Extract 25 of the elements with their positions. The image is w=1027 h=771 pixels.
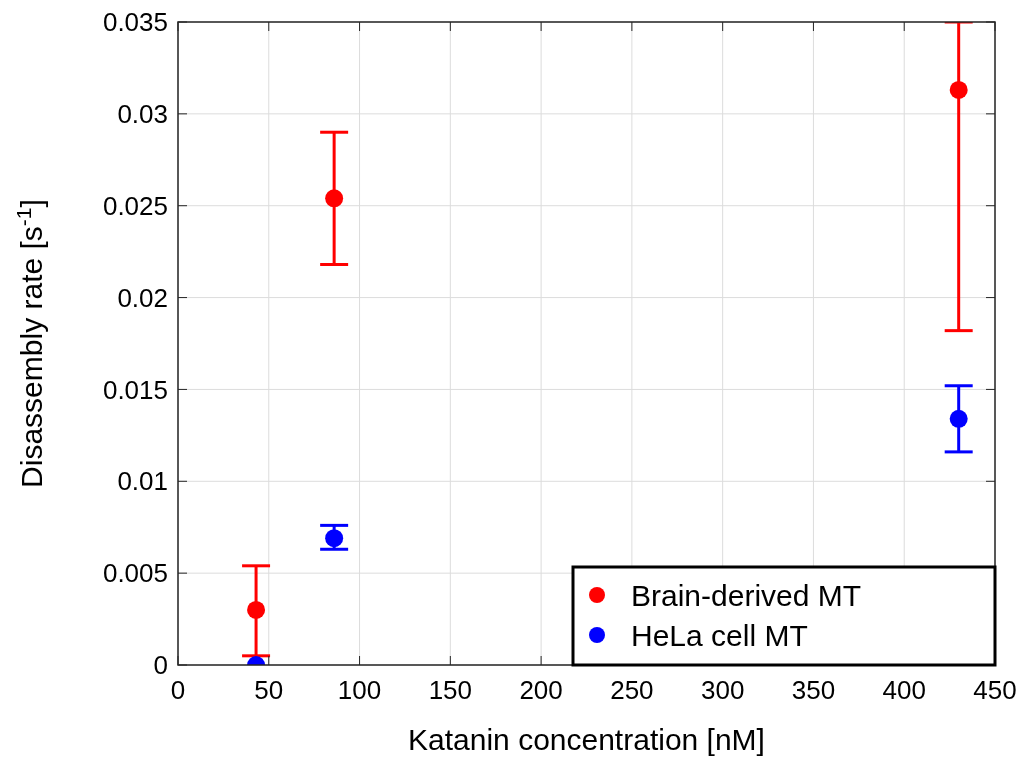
y-tick-label: 0.03 <box>117 98 168 129</box>
x-tick-label: 100 <box>337 675 382 705</box>
point <box>325 189 344 208</box>
y-tick-label: 0.02 <box>117 282 168 313</box>
x-tick-label: 450 <box>973 675 1017 705</box>
y-tick-label: 0.025 <box>102 190 168 221</box>
legend-label: Brain-derived MT <box>631 578 862 612</box>
x-tick-label: 350 <box>791 675 836 705</box>
y-tick-label: 0.035 <box>102 7 168 38</box>
y-tick-label: 0.005 <box>102 558 168 589</box>
y-tick-label: 0 <box>153 650 168 681</box>
x-tick-label: 200 <box>519 675 563 705</box>
x-tick-label: 250 <box>610 675 654 705</box>
x-tick-label: 300 <box>700 675 745 705</box>
y-tick-label: 0.01 <box>117 466 168 497</box>
x-axis-title: Katanin concentration [nM] <box>408 723 765 756</box>
point <box>949 80 968 99</box>
point <box>949 409 968 428</box>
y-tick-label: 0.015 <box>102 374 168 405</box>
point <box>325 529 344 548</box>
legend-label: HeLa cell MT <box>631 618 808 652</box>
point <box>247 600 266 619</box>
x-tick-label: 50 <box>254 675 284 705</box>
x-tick-label: 150 <box>428 675 473 705</box>
x-tick-label: 400 <box>882 675 926 705</box>
